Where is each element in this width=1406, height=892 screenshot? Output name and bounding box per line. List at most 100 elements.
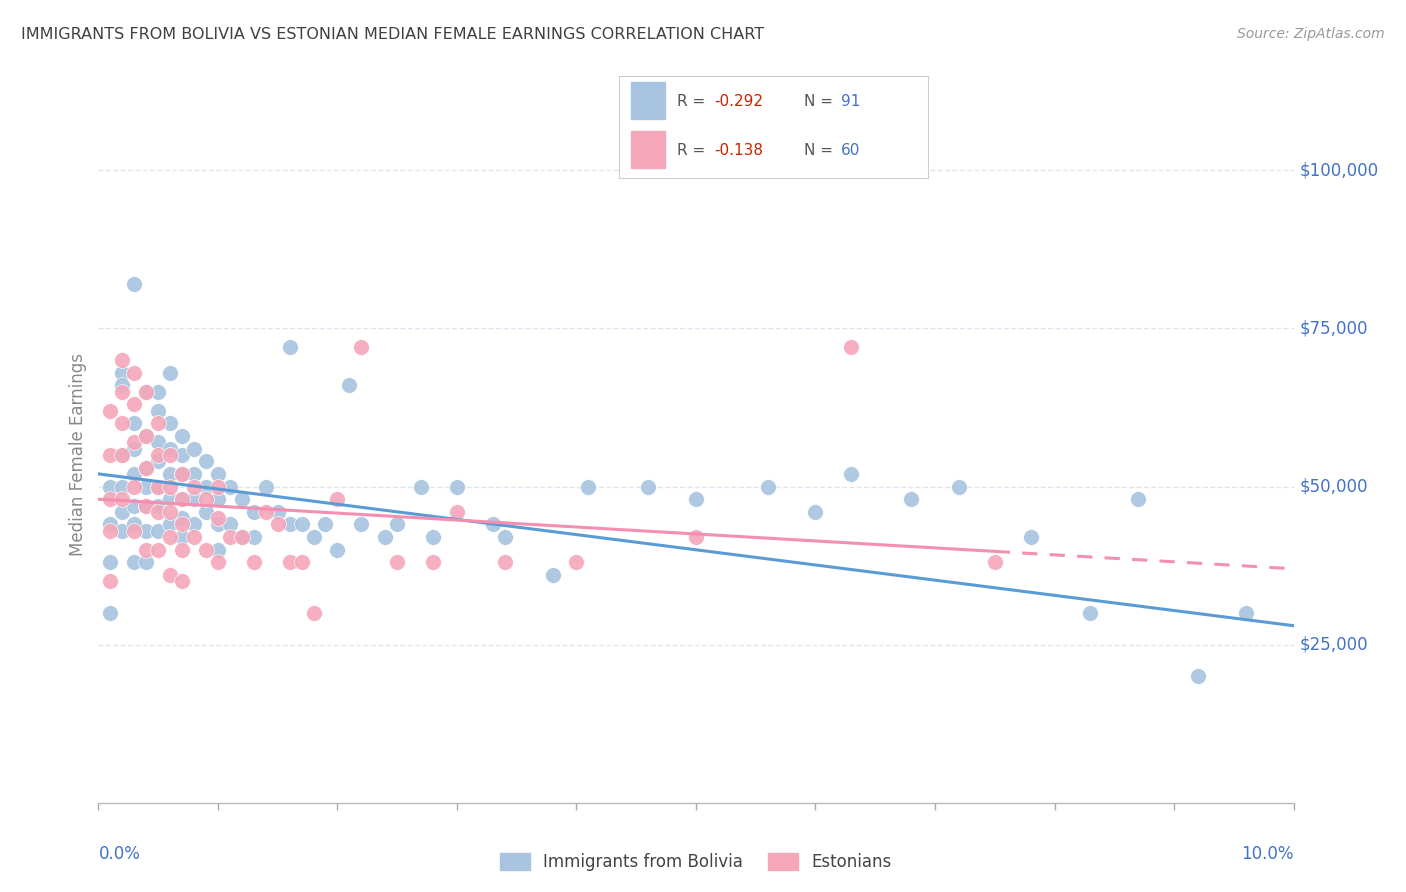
Point (172, 467, 194, 481)
Point (900, 492, 922, 507)
Point (148, 403, 170, 417)
Point (135, 384, 157, 399)
Point (541, 568, 564, 582)
Point (98, 517, 122, 532)
Point (135, 460, 157, 475)
Text: R =: R = (678, 144, 710, 158)
Point (243, 530, 266, 544)
Point (172, 517, 194, 532)
Text: -0.138: -0.138 (714, 144, 763, 158)
Point (148, 479, 170, 493)
Point (315, 517, 337, 532)
Point (98, 403, 122, 417)
Point (172, 448, 194, 462)
Point (135, 524, 157, 538)
Point (98, 574, 122, 589)
Point (578, 479, 600, 493)
Point (194, 542, 218, 557)
Point (135, 499, 157, 513)
Point (135, 384, 157, 399)
Point (1128, 492, 1150, 507)
Point (172, 492, 194, 507)
Point (183, 530, 205, 544)
Point (148, 499, 170, 513)
Point (207, 467, 229, 481)
Point (159, 568, 181, 582)
Point (172, 574, 194, 589)
Point (446, 479, 468, 493)
Point (124, 556, 146, 570)
Point (111, 505, 134, 519)
Point (278, 340, 301, 354)
Point (159, 417, 181, 431)
Point (267, 517, 290, 532)
Point (194, 492, 218, 507)
Text: N =: N = (804, 94, 838, 109)
Point (231, 530, 253, 544)
Point (172, 542, 194, 557)
Point (159, 448, 181, 462)
Point (422, 530, 444, 544)
Point (148, 448, 170, 462)
Point (565, 556, 588, 570)
Point (124, 277, 146, 292)
Text: $75,000: $75,000 (1299, 319, 1368, 337)
Point (124, 417, 146, 431)
Point (135, 556, 157, 570)
Point (148, 524, 170, 538)
Point (124, 517, 146, 532)
Text: $25,000: $25,000 (1299, 636, 1368, 654)
Point (111, 353, 134, 368)
Point (98, 606, 122, 620)
Point (135, 429, 157, 443)
Point (148, 435, 170, 450)
Point (326, 492, 349, 507)
Point (841, 340, 863, 354)
Point (290, 517, 312, 532)
Point (98, 524, 122, 538)
Text: 0.0%: 0.0% (98, 845, 141, 863)
Point (111, 384, 134, 399)
Point (111, 378, 134, 392)
Point (111, 479, 134, 493)
Point (98, 448, 122, 462)
Point (183, 442, 205, 456)
Point (278, 517, 301, 532)
Point (194, 505, 218, 519)
Point (267, 505, 290, 519)
Point (243, 505, 266, 519)
Point (98, 492, 122, 507)
Point (278, 556, 301, 570)
Point (1187, 669, 1209, 683)
Point (159, 505, 181, 519)
Point (339, 378, 360, 392)
Point (111, 448, 134, 462)
Point (385, 517, 409, 532)
Point (841, 467, 863, 481)
Point (135, 429, 157, 443)
Point (183, 467, 205, 481)
Point (111, 492, 134, 507)
Legend: Immigrants from Bolivia, Estonians: Immigrants from Bolivia, Estonians (494, 847, 898, 878)
Point (98, 479, 122, 493)
Point (983, 556, 1005, 570)
Point (159, 467, 181, 481)
Text: IMMIGRANTS FROM BOLIVIA VS ESTONIAN MEDIAN FEMALE EARNINGS CORRELATION CHART: IMMIGRANTS FROM BOLIVIA VS ESTONIAN MEDI… (21, 27, 765, 42)
Point (183, 479, 205, 493)
Point (124, 524, 146, 538)
Point (159, 442, 181, 456)
Point (159, 530, 181, 544)
Point (159, 492, 181, 507)
Bar (631, 131, 665, 168)
Point (111, 448, 134, 462)
Point (148, 454, 170, 468)
Point (326, 542, 349, 557)
Point (172, 467, 194, 481)
Point (207, 556, 229, 570)
Point (135, 479, 157, 493)
Point (290, 556, 312, 570)
Point (422, 556, 444, 570)
Point (159, 517, 181, 532)
Point (172, 429, 194, 443)
Point (135, 542, 157, 557)
